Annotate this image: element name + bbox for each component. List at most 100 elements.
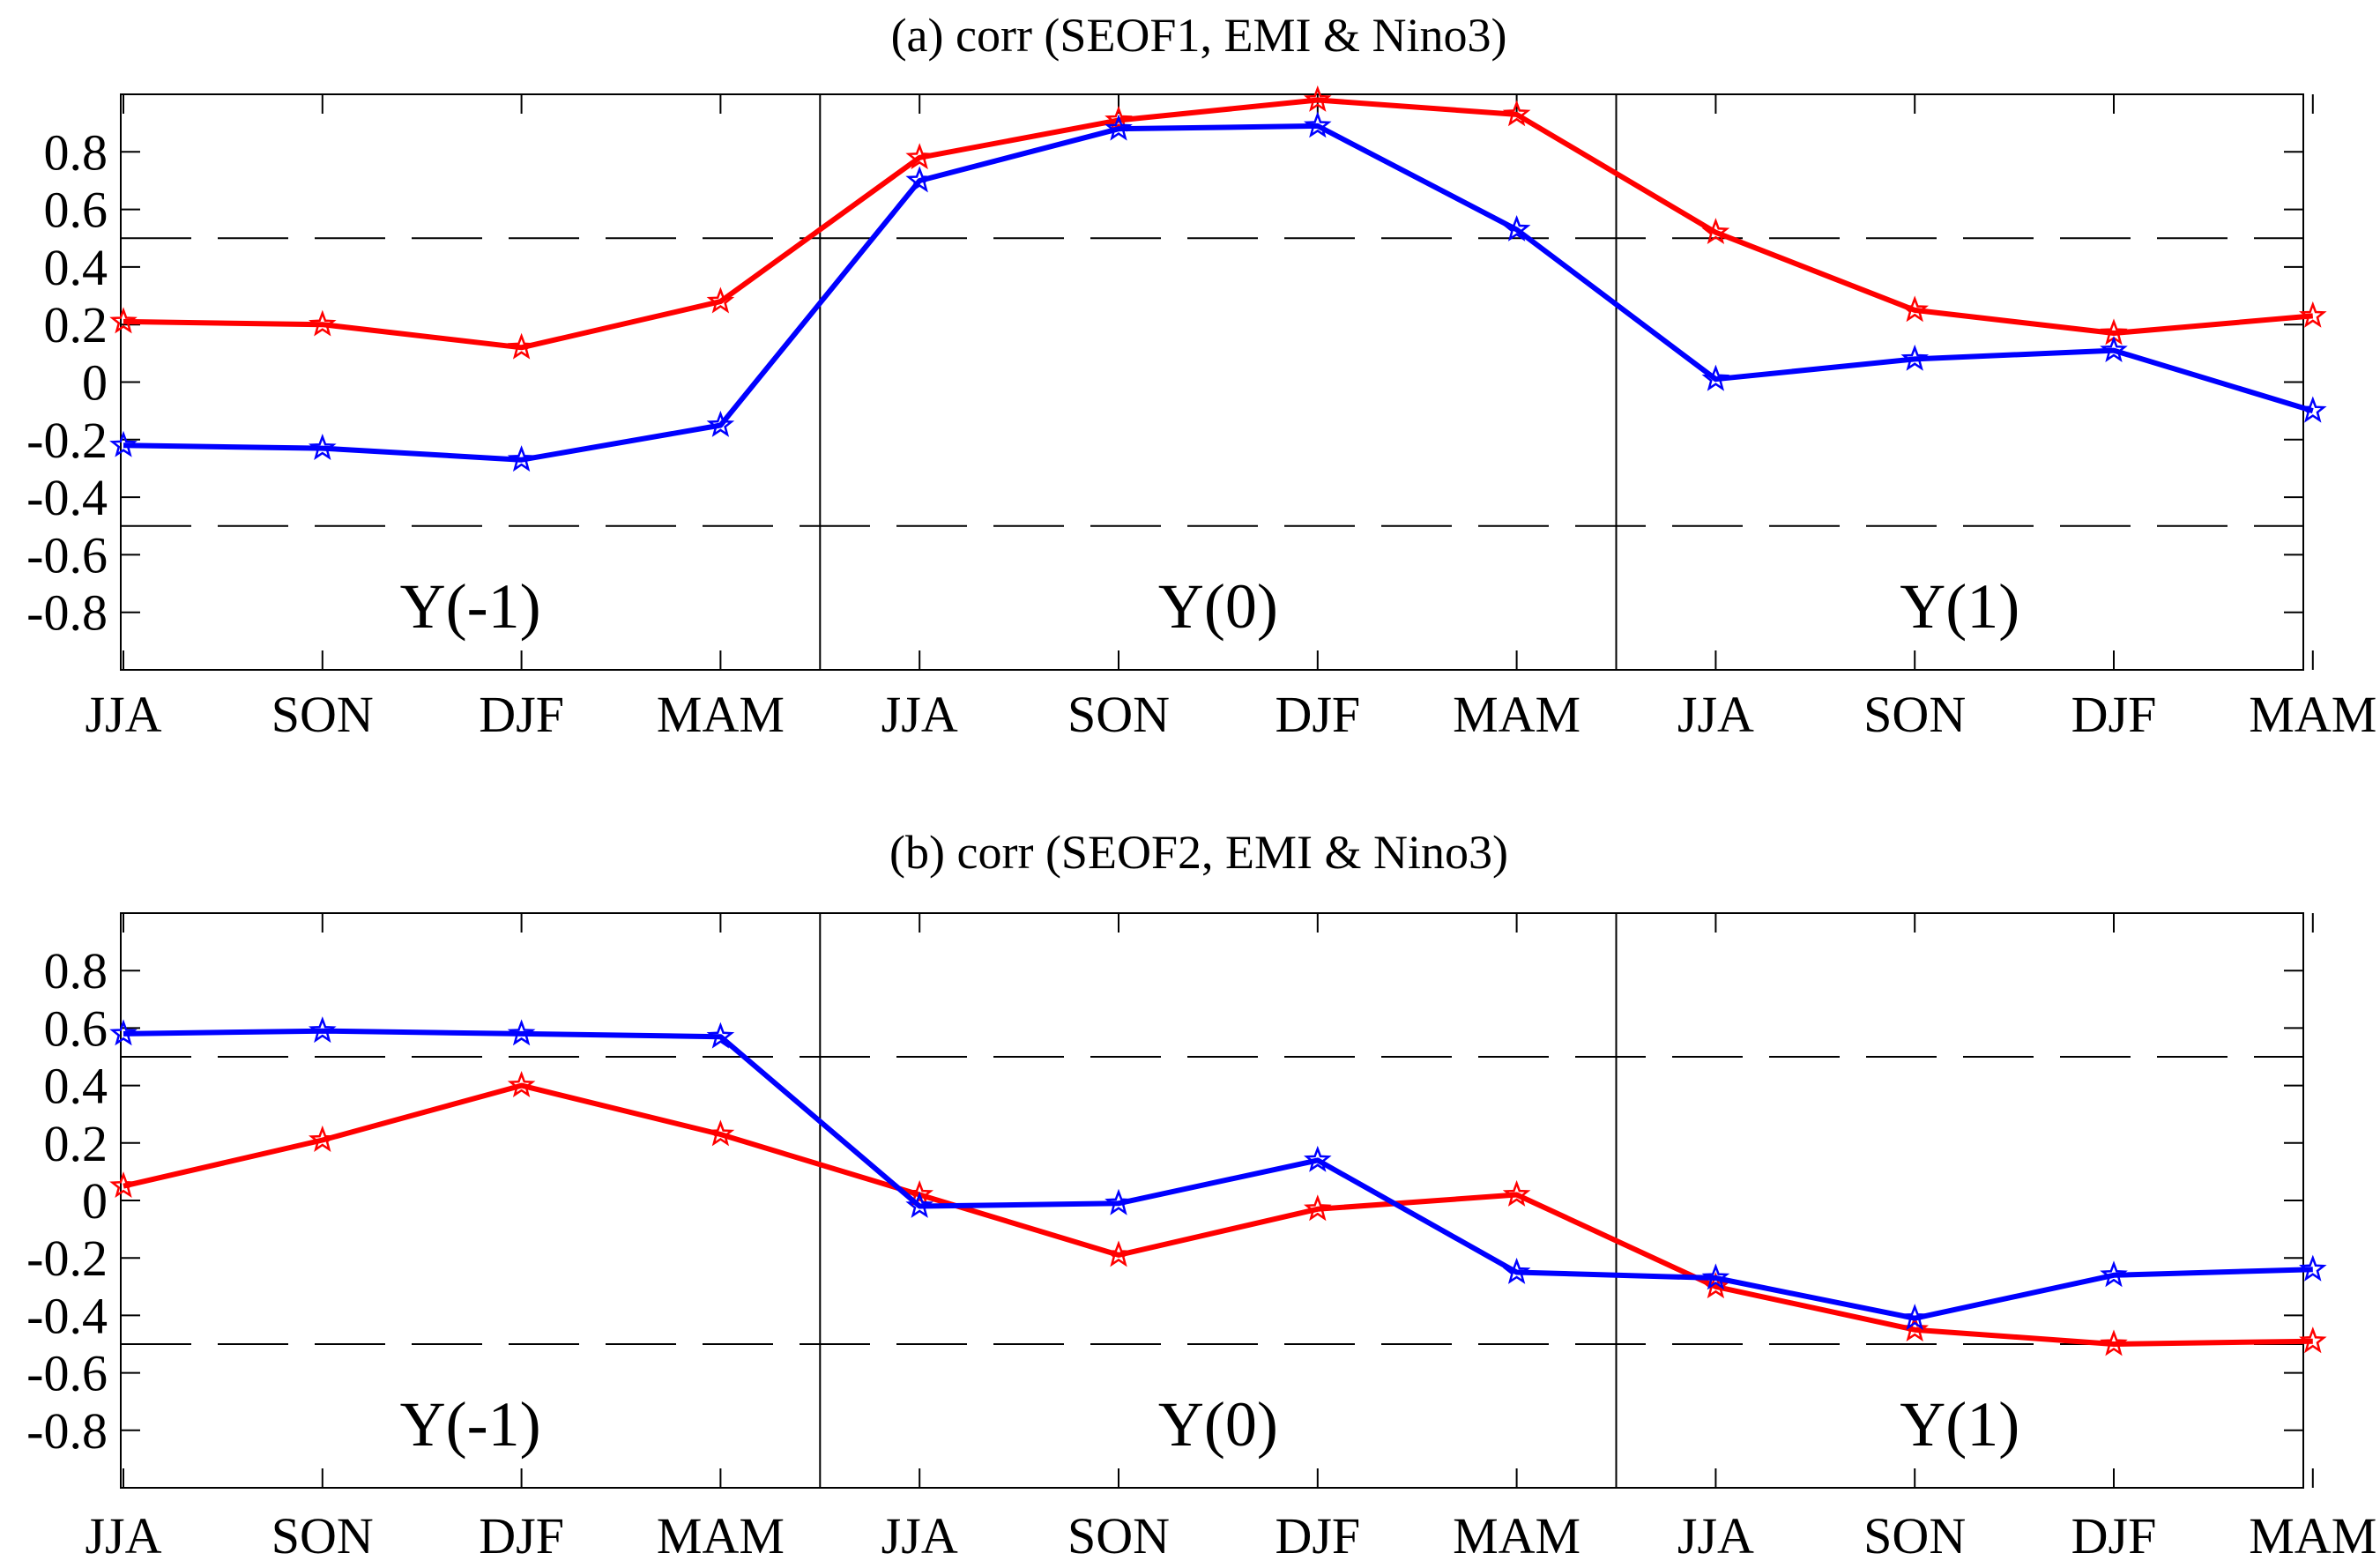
- period-label: Y(-1): [400, 1389, 541, 1460]
- data-point-emi: [706, 1022, 735, 1049]
- y-tick-label: 0: [82, 1172, 108, 1230]
- data-point-nino3: [308, 309, 337, 337]
- data-point-emi: [2298, 396, 2327, 423]
- data-point-nino3: [905, 143, 934, 170]
- data-point-nino3: [706, 286, 735, 314]
- data-point-emi: [109, 430, 138, 457]
- x-tick-label: SON: [1863, 686, 1966, 743]
- data-point-emi: [1900, 1304, 1930, 1331]
- y-tick-label: 0.4: [44, 239, 108, 296]
- data-point-emi: [706, 410, 735, 437]
- data-point-emi: [1701, 364, 1730, 391]
- x-tick-label: MAM: [657, 686, 785, 743]
- x-tick-label: SON: [271, 1507, 374, 1564]
- y-tick-label: 0.6: [44, 1000, 108, 1057]
- data-point-emi: [109, 1019, 138, 1046]
- data-point-emi: [308, 1016, 337, 1044]
- data-point-emi: [2100, 336, 2128, 363]
- y-tick-label: -0.2: [26, 412, 108, 469]
- x-tick-label: JJA: [881, 1507, 958, 1564]
- y-tick-label: -0.4: [26, 1287, 108, 1344]
- x-tick-label: JJA: [85, 1507, 161, 1564]
- y-tick-label: -0.8: [26, 584, 108, 642]
- x-tick-label: MAM: [1453, 1507, 1580, 1564]
- y-tick-label: 0.2: [44, 296, 108, 353]
- data-point-nino3: [1900, 1315, 1930, 1342]
- series-line-nino3: [123, 97, 2314, 351]
- x-tick-label: SON: [271, 686, 374, 743]
- data-point-emi: [507, 445, 536, 472]
- data-point-nino3: [507, 332, 536, 360]
- y-tick-label: -0.6: [26, 1345, 108, 1402]
- data-point-nino3: [1701, 1272, 1730, 1299]
- x-tick-label: JJA: [1677, 686, 1754, 743]
- period-label: Y(0): [1158, 1389, 1278, 1460]
- data-point-nino3: [2298, 1326, 2327, 1354]
- data-point-emi: [2298, 1254, 2327, 1282]
- x-tick-label: DJF: [2071, 1507, 2157, 1564]
- period-label: Y(0): [1158, 571, 1278, 642]
- data-point-emi: [1900, 344, 1930, 371]
- x-tick-label: JJA: [1677, 1507, 1754, 1564]
- x-tick-label: DJF: [1275, 686, 1360, 743]
- data-point-emi: [1303, 1145, 1332, 1172]
- data-point-emi: [1502, 214, 1531, 242]
- data-point-nino3: [1303, 85, 1332, 112]
- data-point-nino3: [706, 1119, 735, 1147]
- y-tick-label: 0.8: [44, 942, 108, 1000]
- data-point-emi: [1303, 111, 1332, 138]
- data-point-emi: [308, 434, 337, 460]
- period-label: Y(-1): [400, 571, 541, 642]
- data-point-emi: [1701, 1263, 1730, 1290]
- data-point-nino3: [109, 307, 138, 334]
- y-tick-label: -0.4: [26, 469, 108, 526]
- x-tick-label: SON: [1067, 686, 1170, 743]
- x-tick-label: SON: [1067, 1507, 1170, 1564]
- y-tick-label: 0.2: [44, 1115, 108, 1172]
- chart-panel-b: (b) corr (SEOF2, EMI & Nino3) JJA SON DJF M…: [26, 826, 2376, 1564]
- data-point-nino3: [1303, 1194, 1332, 1222]
- x-tick-label: JJA: [85, 686, 161, 743]
- data-point-nino3: [2100, 1329, 2128, 1356]
- data-point-nino3: [1502, 100, 1531, 127]
- data-point-nino3: [1900, 295, 1930, 323]
- period-label: Y(1): [1900, 571, 2019, 642]
- y-tick-label: 0.4: [44, 1058, 108, 1115]
- x-tick-label: JJA: [881, 686, 958, 743]
- x-tick-label: DJF: [2071, 686, 2157, 743]
- data-point-nino3: [1104, 105, 1133, 132]
- data-point-nino3: [308, 1125, 337, 1152]
- data-point-emi: [1104, 1188, 1133, 1215]
- y-tick-label: 0: [82, 354, 108, 412]
- y-tick-label: -0.8: [26, 1402, 108, 1460]
- data-point-emi: [1502, 1257, 1531, 1284]
- data-point-emi: [905, 1191, 934, 1218]
- data-point-nino3: [1502, 1179, 1531, 1207]
- x-tick-label: MAM: [657, 1507, 785, 1564]
- data-point-nino3: [507, 1071, 536, 1097]
- y-tick-label: 0.6: [44, 182, 108, 239]
- series-line-emi: [123, 123, 2314, 463]
- data-point-emi: [905, 166, 934, 193]
- chart-panel-a: (a) corr (SEOF1, EMI & Nino3) JJA SON DJF M…: [26, 9, 2376, 743]
- data-point-nino3: [1701, 218, 1730, 245]
- series-line-emi: [123, 1028, 2313, 1321]
- x-tick-label: MAM: [2249, 1507, 2376, 1564]
- y-tick-label: -0.2: [26, 1230, 108, 1287]
- x-tick-label: DJF: [479, 1507, 564, 1564]
- data-point-emi: [1104, 114, 1133, 141]
- data-point-emi: [507, 1019, 536, 1046]
- x-tick-label: DJF: [479, 686, 564, 743]
- x-tick-label: MAM: [1453, 686, 1580, 743]
- series-line-nino3: [123, 1082, 2313, 1347]
- x-tick-label: SON: [1863, 1507, 1966, 1564]
- x-tick-label: MAM: [2249, 686, 2376, 743]
- y-tick-label: 0.8: [44, 123, 108, 181]
- data-point-nino3: [1104, 1240, 1133, 1267]
- period-label: Y(1): [1900, 1389, 2019, 1460]
- x-tick-label: DJF: [1275, 1507, 1360, 1564]
- y-tick-label: -0.6: [26, 526, 108, 583]
- data-point-nino3: [905, 1179, 934, 1207]
- panel-title: (a) corr (SEOF1, EMI & Nino3): [891, 9, 1507, 62]
